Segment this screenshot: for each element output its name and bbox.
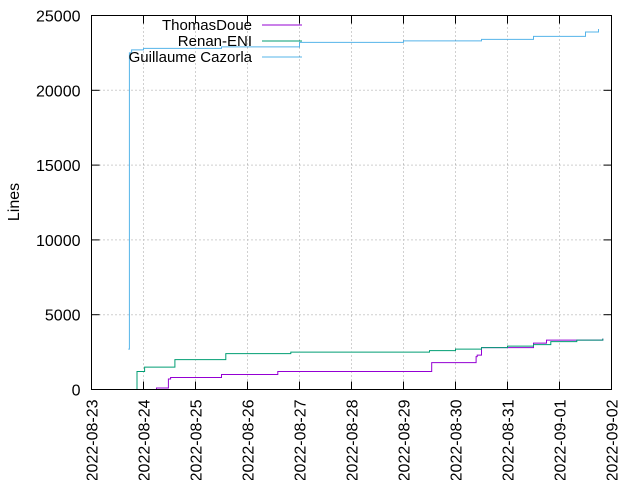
x-tick-label: 2022-08-24	[137, 399, 154, 480]
grid-lines	[91, 15, 612, 390]
y-tick-label: 0	[72, 383, 81, 400]
x-tick-label: 2022-08-23	[85, 399, 102, 480]
x-tick-label: 2022-08-27	[293, 399, 310, 480]
series-line-0	[132, 338, 604, 390]
y-tick-label: 25000	[36, 9, 81, 26]
x-tick-label: 2022-08-31	[501, 399, 518, 480]
y-tick-label: 20000	[36, 83, 81, 100]
series-lines	[128, 29, 604, 390]
x-tick-label: 2022-08-30	[449, 399, 466, 480]
x-tick-label: 2022-09-02	[605, 399, 622, 480]
legend-label: Renan-ENI	[178, 33, 252, 50]
legend-label: Guillaume Cazorla	[129, 49, 253, 66]
x-tick-label: 2022-08-29	[397, 399, 414, 480]
axis-ticks: 0 5000 10000 15000 20000 25000 2022-08-23 2022-…	[36, 9, 622, 480]
y-axis-label: Lines	[6, 183, 23, 221]
y-tick-label: 15000	[36, 158, 81, 175]
y-tick-label: 10000	[36, 233, 81, 250]
x-tick-label: 2022-08-26	[241, 399, 258, 480]
series-line-1	[130, 338, 604, 390]
x-tick-label: 2022-08-28	[345, 399, 362, 480]
x-tick-label: 2022-09-01	[553, 399, 570, 480]
series-line-2	[128, 29, 599, 350]
x-tick-label: 2022-08-25	[189, 399, 206, 480]
legend-label: ThomasDoue	[162, 17, 252, 34]
y-tick-label: 5000	[45, 308, 81, 325]
